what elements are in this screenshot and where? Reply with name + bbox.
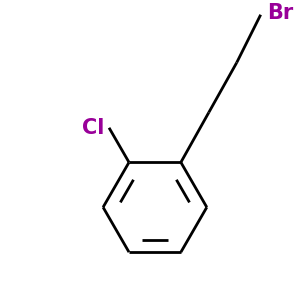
Text: Cl: Cl — [82, 118, 104, 138]
Text: Br: Br — [267, 3, 293, 23]
